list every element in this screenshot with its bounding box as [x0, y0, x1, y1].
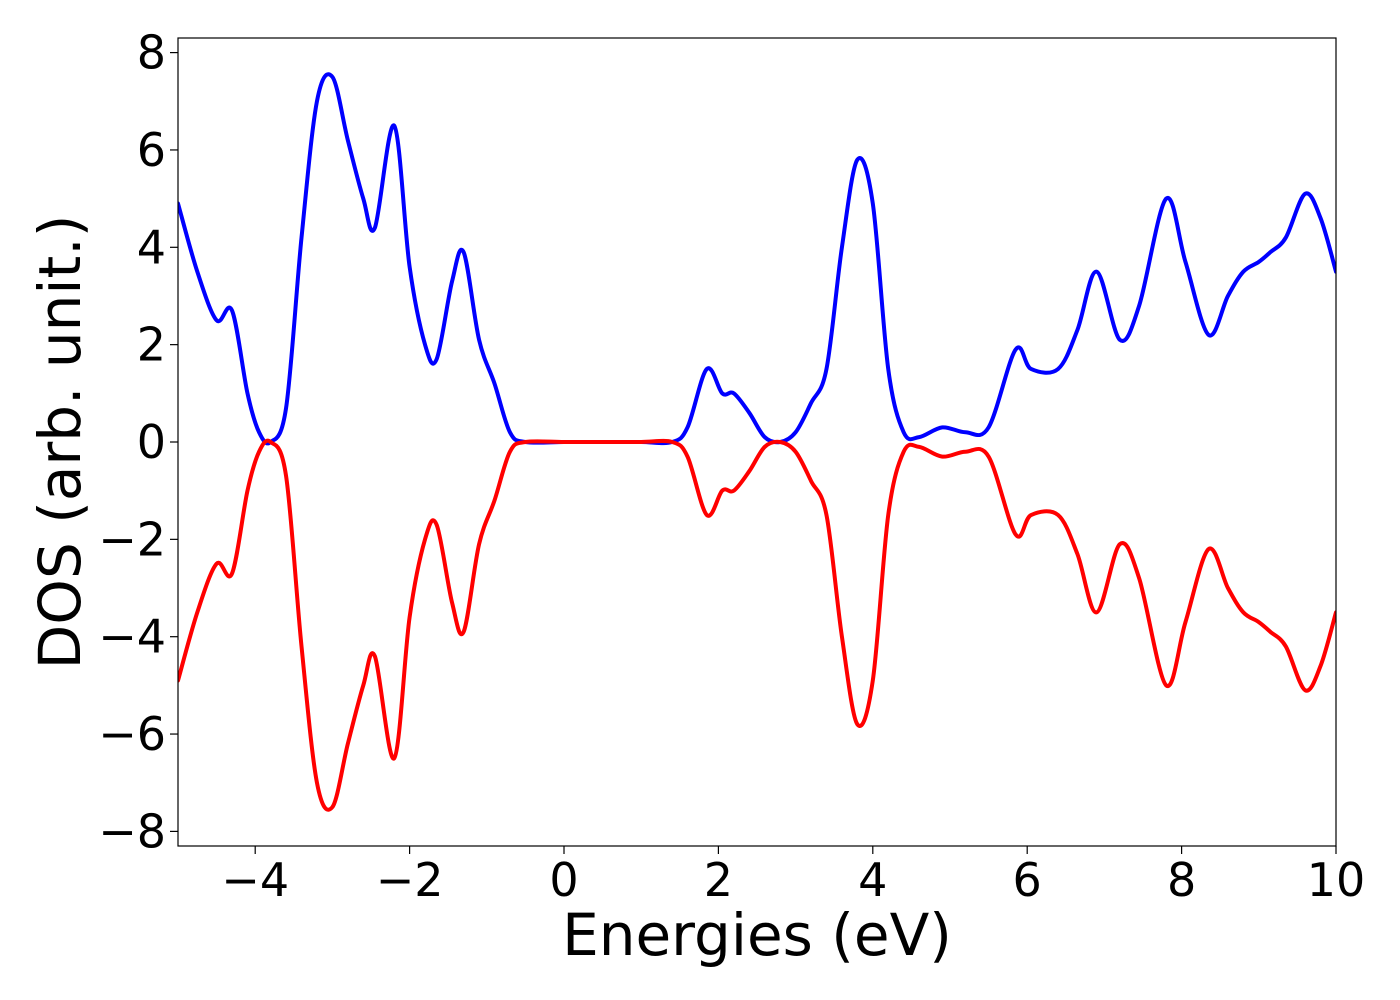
y-axis-label: DOS (arb. unit.) [26, 215, 94, 670]
series-line-spin-down [178, 438, 1336, 812]
x-tick-label: 10 [1307, 853, 1366, 907]
y-tick-label: −6 [98, 707, 166, 761]
y-axis: −8 −6 −4 −2 0 2 4 6 8 [98, 26, 178, 858]
y-tick-label: 2 [137, 318, 166, 372]
series-line-spin-up [178, 72, 1336, 446]
series-layer [178, 72, 1336, 812]
y-tick-label: 8 [137, 26, 166, 80]
x-tick-label: 8 [1167, 853, 1196, 907]
plot-area [177, 37, 1337, 847]
x-tick-label: 6 [1013, 853, 1042, 907]
x-tick-label: −2 [376, 853, 444, 907]
y-tick-label: −2 [98, 512, 166, 566]
x-axis: −4 −2 0 2 4 6 8 10 [221, 846, 1365, 907]
x-tick-label: 0 [549, 853, 578, 907]
x-tick-label: 2 [704, 853, 733, 907]
y-tick-label: 4 [137, 220, 166, 274]
x-axis-label: Energies (eV) [562, 901, 952, 969]
y-tick-label: −4 [98, 610, 166, 664]
y-tick-label: −8 [98, 804, 166, 858]
y-tick-label: 6 [137, 123, 166, 177]
x-tick-label: 4 [858, 853, 887, 907]
y-tick-label: 0 [137, 415, 166, 469]
x-tick-label: −4 [221, 853, 289, 907]
